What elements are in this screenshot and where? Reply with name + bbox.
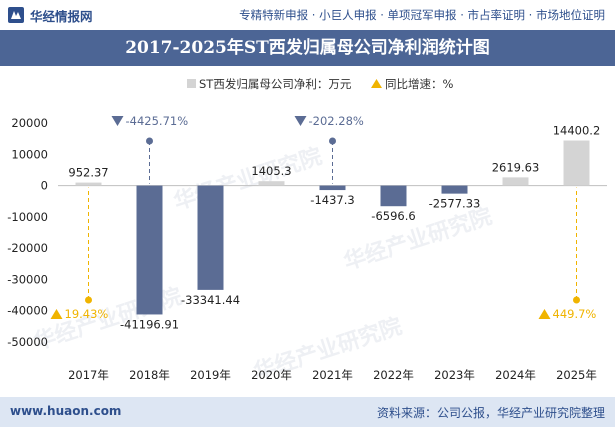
site-logo[interactable]: 华经情报网 [8, 6, 93, 24]
x-tick-label: 2023年 [434, 368, 475, 382]
bar [258, 181, 285, 186]
growth-dot [329, 137, 336, 145]
legend-swatch-growth [371, 79, 382, 88]
bar [319, 185, 346, 191]
bar-value-label: 1405.3 [251, 164, 291, 178]
growth-series: 19.43% -4425.71% -202.28% 449.7% [50, 114, 597, 321]
legend-label-growth: 同比增速：% [385, 77, 453, 91]
bar-value-label: 2619.63 [492, 160, 540, 174]
bar-value-label: -33341.44 [181, 293, 240, 307]
y-tick-label: 10000 [11, 147, 48, 161]
top-nav-links[interactable]: 专精特新申报 · 小巨人申报 · 单项冠军申报 · 市占率证明 · 市场地位证明 [239, 8, 605, 22]
x-tick-label: 2018年 [129, 368, 170, 382]
huajing-logo-icon [8, 7, 24, 23]
x-tick-label: 2022年 [373, 368, 414, 382]
site-name: 华经情报网 [30, 8, 93, 24]
y-tick-label: 20000 [11, 116, 48, 130]
bar-value-label: 952.37 [68, 166, 108, 180]
bar-value-label: -1437.3 [310, 193, 354, 207]
footer-source: 资料来源：公司公报，华经产业研究院整理 [376, 406, 605, 420]
growth-dot [573, 296, 580, 304]
bar-value-label: -2577.33 [429, 197, 481, 211]
bar-data-labels: 952.37 -41196.91-33341.44 1405.3 -1437.3 -65… [68, 124, 600, 332]
y-axis: 20000 10000 0 -10000 -20000 -30000 -40000 -5000… [7, 116, 48, 349]
top-bar: 华经情报网 专精特新申报 · 小巨人申报 · 单项冠军申报 · 市占率证明 · … [0, 0, 615, 30]
growth-value-label: 19.43% [65, 307, 109, 321]
bar [502, 177, 529, 186]
y-tick-label: -50000 [7, 335, 48, 349]
x-tick-label: 2021年 [312, 368, 353, 382]
y-tick-label: -20000 [7, 241, 48, 255]
bar [441, 185, 468, 194]
title-bar: 2017-2025年ST西发归属母公司净利润统计图 [0, 30, 615, 66]
bar [563, 140, 590, 186]
bar [136, 185, 163, 315]
x-tick-label: 2025年 [556, 368, 597, 382]
growth-value-label: 449.7% [553, 307, 597, 321]
chart-title: 2017-2025年ST西发归属母公司净利润统计图 [125, 38, 490, 58]
x-tick-label: 2020年 [251, 368, 292, 382]
y-tick-label: 0 [41, 179, 48, 193]
growth-dot [85, 296, 92, 304]
bar-value-label: -41196.91 [120, 317, 179, 331]
watermark-text: 华经产业研究院 [171, 143, 326, 215]
x-tick-label: 2024年 [495, 368, 536, 382]
y-tick-label: -40000 [7, 304, 48, 318]
bar [75, 182, 102, 186]
growth-value-label: -202.28% [309, 114, 364, 128]
legend: ST西发归属母公司净利：万元 同比增速：% [187, 77, 453, 91]
bar [380, 185, 407, 207]
bar-value-label: -6596.6 [371, 209, 415, 223]
growth-marker-triangle [50, 309, 63, 319]
y-tick-label: -30000 [7, 272, 48, 286]
watermark-text: 华经产业研究院 [341, 203, 496, 275]
bar [197, 185, 224, 290]
footer-website[interactable]: www.huaon.com [10, 404, 122, 418]
x-tick-label: 2019年 [190, 368, 231, 382]
growth-dot [146, 137, 153, 145]
y-tick-label: -10000 [7, 210, 48, 224]
growth-value-label: -4425.71% [126, 114, 189, 128]
legend-label-net-profit: ST西发归属母公司净利：万元 [199, 77, 352, 91]
growth-marker-triangle [538, 309, 551, 319]
footer-bar: www.huaon.com 资料来源：公司公报，华经产业研究院整理 [0, 397, 615, 427]
growth-marker-triangle [111, 116, 124, 126]
bar-series [75, 140, 590, 315]
legend-swatch-net-profit [187, 79, 196, 88]
growth-marker-triangle [294, 116, 307, 126]
bar-value-label: 14400.2 [553, 124, 601, 138]
x-tick-label: 2017年 [68, 368, 109, 382]
